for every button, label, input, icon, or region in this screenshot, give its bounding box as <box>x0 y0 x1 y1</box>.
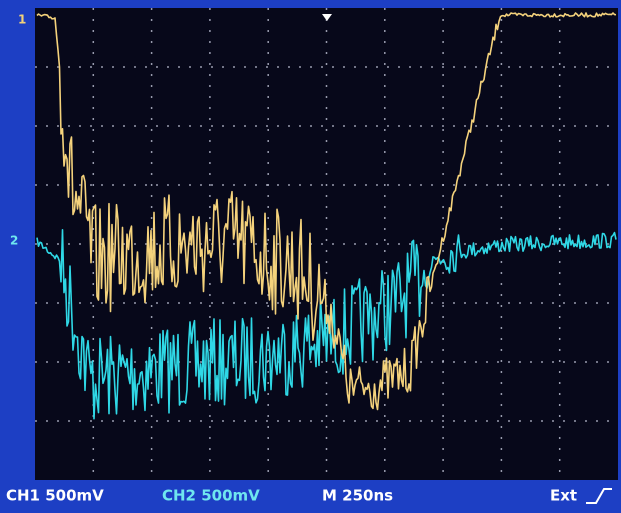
ch1-scale: CH1 500mV <box>6 487 104 505</box>
ch1-marker: 1 <box>18 13 26 27</box>
trigger-source: Ext <box>550 487 577 505</box>
ch2-marker: 2 <box>10 234 18 248</box>
ch2-scale: CH2 500mV <box>162 487 260 505</box>
oscilloscope-screen: 1 2 CH1 500mV CH2 500mV M 250ns Ext <box>0 0 621 513</box>
timebase: M 250ns <box>322 487 393 505</box>
